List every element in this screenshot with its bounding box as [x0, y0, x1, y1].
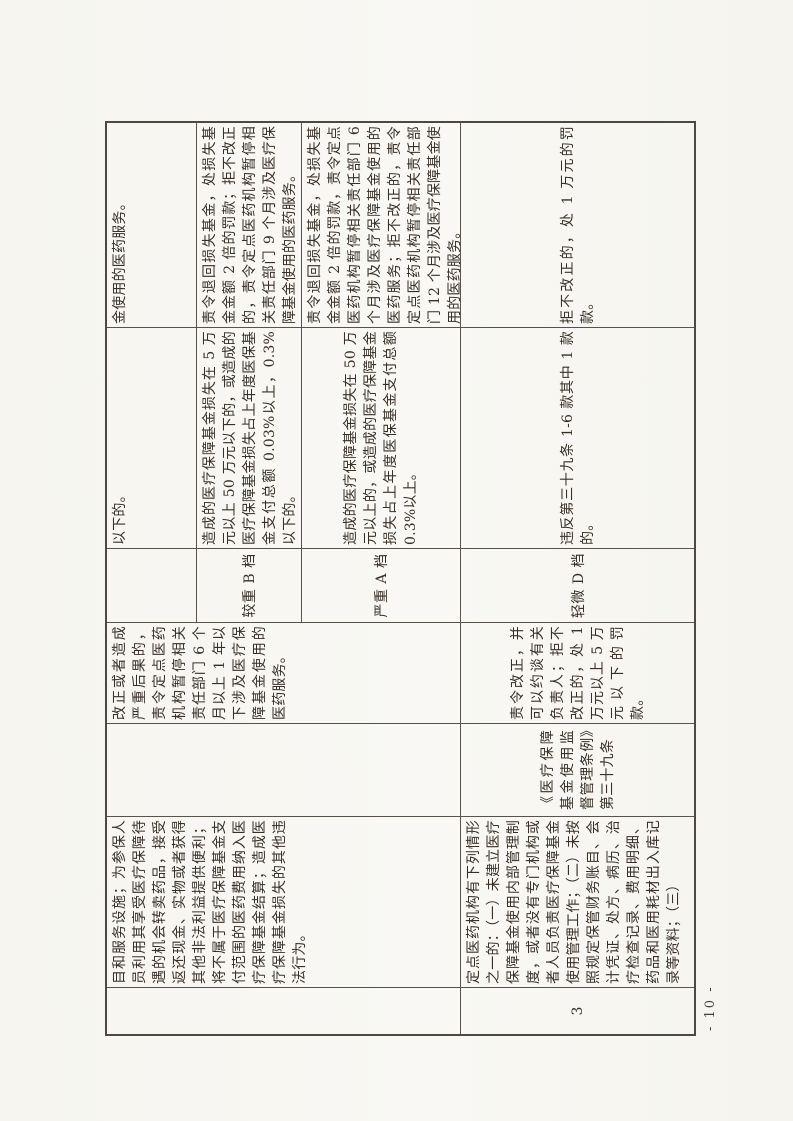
tier-penalty-cell-b: 责令退回损失基金，处损失基金金额 2 倍的罚款；拒不改正的，责令定点医药机构暂停… [197, 123, 302, 327]
tier-label-cell-continued [107, 548, 197, 622]
tier-situation-cell-continued: 以下的。 [107, 327, 197, 548]
tier-penalty-cell-d: 拒不改正的，处 1 万元的罚款。 [559, 126, 596, 324]
penalty-cell-entry3: 责令改正，并可以约谈有关负责人；拒不改正的，处 1 万元以上 5 万元以下的罚款… [461, 622, 694, 723]
tier-label-cell-d: 轻微 D 档 [461, 548, 694, 622]
tier-situation-cell-b: 造成的医疗保障基金损失在 5 万元以上 50 万元以下的，或造成的医疗保障基金损… [197, 327, 302, 548]
tier-situation-cell-d: 违反第三十九条 1-6 款其中 1 款的。 [461, 327, 694, 548]
violation-cell-continued: 目和服务设施；为参保人员利用其享受医疗保障待遇的机会转卖药品，接受返还现金、实物… [107, 816, 461, 987]
violation-cell-entry3: 定点医药机构有下列情形之一的：（一）未建立医疗保障基金使用内部管理制度，或者没有… [461, 816, 694, 987]
seq-cell-entry3: 3 [461, 987, 694, 1034]
tier-penalty-cell-a: 责令退回损失基金，处损失基金金额 2 倍的罚款，责令定点医药机构暂停相关责任部门… [302, 123, 461, 327]
tier-label-cell-b: 较重 B 档 [197, 548, 302, 622]
page-number: - 10 - [703, 985, 718, 1031]
tier-penalty-cell-continued: 金使用的医药服务。 [107, 123, 197, 327]
penalty-tier-table: 目和服务设施；为参保人员利用其享受医疗保障待遇的机会转卖药品，接受返还现金、实物… [105, 121, 696, 1036]
seq-cell-continued [107, 987, 461, 1034]
basis-cell-entry3: 《医疗保障基金使用监督管理条例》第三十九条 [461, 723, 694, 816]
penalty-cell-continued: 改正或者造成严重后果的，责令定点医药机构暂停相关责任部门 6 个月以上 1 年以… [107, 622, 461, 723]
tier-situation-cell-a: 造成的医疗保障基金损失在 50 万元以上的，或造成的医疗保障基金损失占上年度医保… [302, 327, 461, 548]
basis-cell-continued [107, 723, 461, 816]
tier-label-cell-a: 严重 A 档 [302, 548, 461, 622]
